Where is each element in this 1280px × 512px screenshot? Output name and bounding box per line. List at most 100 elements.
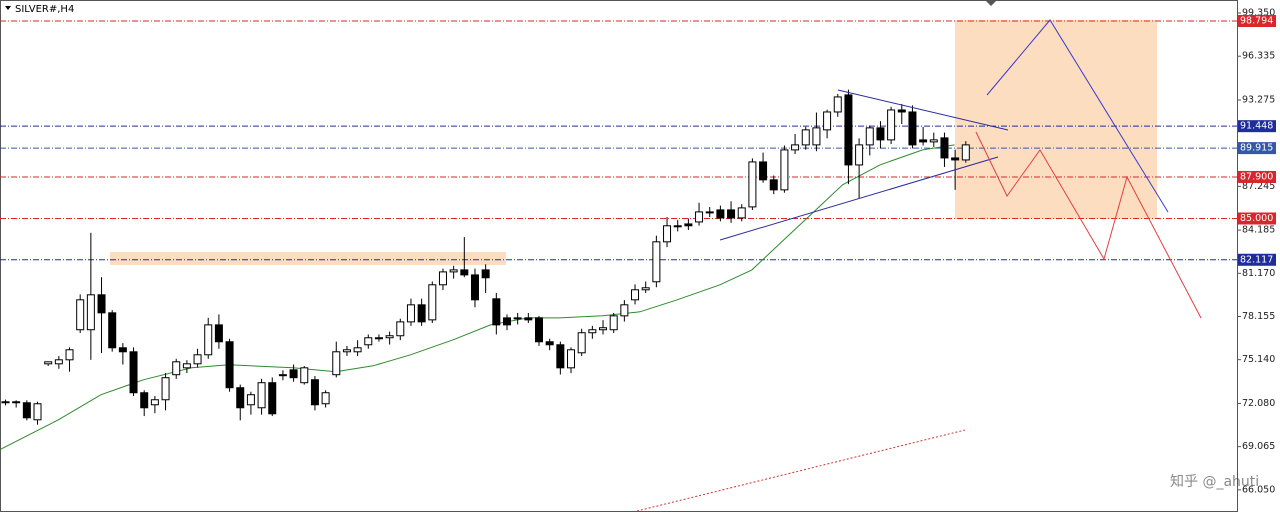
- y-tick-label: 81.170: [1242, 268, 1275, 279]
- candle-body: [268, 382, 277, 415]
- candle-body: [150, 399, 159, 406]
- candle-body: [673, 225, 682, 228]
- candle-body: [652, 241, 661, 283]
- level-label-box: [1238, 170, 1276, 183]
- level-label-box: [1238, 253, 1276, 266]
- candle-body: [193, 354, 202, 365]
- y-tick-label: 66.050: [1242, 484, 1275, 495]
- candle-body: [321, 392, 330, 405]
- zone-rect: [110, 252, 506, 265]
- candle-body: [342, 349, 351, 353]
- candle-body: [631, 289, 640, 301]
- trend-line: [719, 156, 999, 241]
- shift-marker: [986, 1, 996, 6]
- candle-body: [65, 349, 74, 361]
- projection-line: [975, 131, 1202, 319]
- candle-body: [780, 149, 789, 191]
- candle-body: [385, 335, 394, 339]
- candle-body: [300, 367, 309, 384]
- candle-body: [855, 144, 864, 166]
- trend-drawings: [636, 19, 1202, 512]
- candle-body: [108, 312, 117, 349]
- candle-body: [140, 392, 149, 409]
- candle-body: [22, 402, 31, 419]
- candle-body: [182, 363, 191, 369]
- candle-body: [470, 274, 479, 301]
- candle-body: [406, 304, 415, 323]
- candle-body: [502, 317, 511, 326]
- candle-body: [161, 377, 170, 401]
- candle-body: [76, 299, 85, 331]
- candle-body: [33, 403, 42, 421]
- candle-body: [481, 269, 490, 279]
- candle-body: [236, 387, 245, 409]
- candle-body: [759, 161, 768, 181]
- candles: [1, 89, 970, 425]
- candle-body: [865, 127, 874, 146]
- dotted-trend: [636, 429, 966, 512]
- candle-body: [44, 361, 53, 365]
- candle-body: [428, 284, 437, 321]
- candle-body: [1, 401, 10, 404]
- candle-body: [620, 304, 629, 317]
- candle-body: [204, 324, 213, 356]
- candle-body: [940, 137, 949, 159]
- title-marker: [5, 6, 11, 10]
- chart-title: SILVER#,H4: [15, 4, 74, 15]
- level-label: 91.448: [1240, 121, 1273, 132]
- candle-body: [919, 139, 928, 143]
- candle-body: [556, 344, 565, 369]
- candle-body: [449, 269, 458, 273]
- candle-body: [929, 139, 938, 143]
- candle-body: [12, 401, 21, 404]
- candle-body: [545, 341, 554, 346]
- candle-body: [332, 351, 341, 376]
- projection-line: [986, 19, 1169, 213]
- candle-body: [172, 361, 181, 376]
- candle-body: [513, 317, 522, 320]
- y-axis: 99.350 96.335 93.275 87.245 84.185 81.170 78.1…: [1237, 0, 1276, 512]
- level-label: 89.915: [1240, 143, 1273, 154]
- zone-rect: [955, 20, 1157, 219]
- candle-body: [86, 294, 95, 331]
- candle-body: [663, 225, 672, 243]
- candle-body: [310, 379, 319, 406]
- y-tick-label: 75.140: [1242, 354, 1275, 365]
- y-tick-label: 84.185: [1242, 225, 1275, 236]
- candle-body: [535, 317, 543, 343]
- y-tick-label: 99.350: [1242, 8, 1275, 19]
- candle-body: [961, 144, 970, 161]
- candle-body: [844, 94, 853, 166]
- candle-body: [833, 96, 842, 113]
- watermark: 知乎 @_ahuti: [1170, 473, 1259, 490]
- candle-body: [417, 304, 426, 323]
- trend-line: [837, 89, 1009, 131]
- candle-body: [54, 359, 63, 365]
- level-label-box: [1238, 120, 1276, 133]
- candle-body: [374, 337, 383, 340]
- candle-body: [246, 394, 255, 406]
- candle-body: [577, 332, 586, 354]
- drawings: [110, 20, 1157, 265]
- candle-body: [695, 211, 704, 223]
- candle-body: [588, 329, 597, 334]
- candle-body: [887, 109, 896, 141]
- level-label: 87.900: [1240, 171, 1273, 182]
- candle-body: [737, 207, 746, 219]
- candle-body: [214, 324, 223, 343]
- candle-body: [225, 341, 234, 389]
- candle-body: [460, 269, 469, 276]
- candle-body: [727, 209, 736, 219]
- level-label: 85.000: [1240, 213, 1273, 224]
- candle-body: [364, 337, 373, 346]
- y-tick-label: 72.080: [1242, 398, 1275, 409]
- y-tick-label: 69.065: [1242, 441, 1275, 452]
- level-label-box: [1238, 142, 1276, 155]
- candle-body: [897, 109, 906, 113]
- candle-body: [599, 327, 608, 331]
- candle-body: [801, 129, 810, 146]
- level-label: 82.117: [1240, 254, 1273, 265]
- candle-body: [609, 315, 618, 331]
- candle-body: [278, 374, 287, 377]
